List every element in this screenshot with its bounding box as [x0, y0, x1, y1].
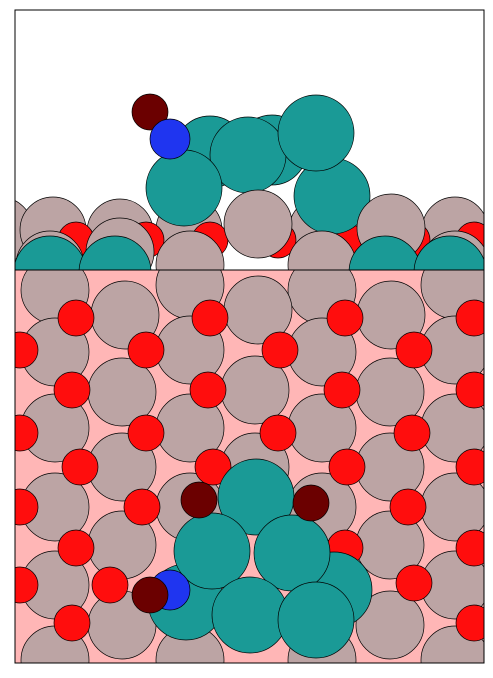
adsorbate-top: [131, 458, 373, 659]
adsorbate-side: [131, 93, 371, 259]
top-view: [15, 270, 484, 663]
surface: [15, 270, 484, 663]
side-view: [15, 93, 484, 270]
slab-front: [15, 193, 484, 270]
frame: [14, 9, 485, 664]
